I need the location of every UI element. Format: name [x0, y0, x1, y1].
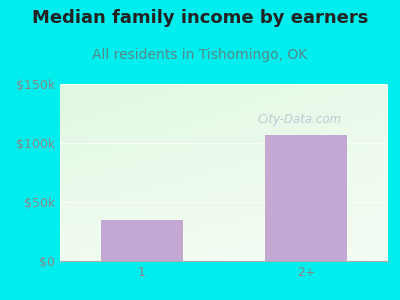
Bar — [265, 135, 347, 261]
Bar — [101, 220, 183, 261]
Text: Median family income by earners: Median family income by earners — [32, 9, 368, 27]
Text: All residents in Tishomingo, OK: All residents in Tishomingo, OK — [92, 48, 308, 62]
Text: City-Data.com: City-Data.com — [257, 113, 342, 126]
